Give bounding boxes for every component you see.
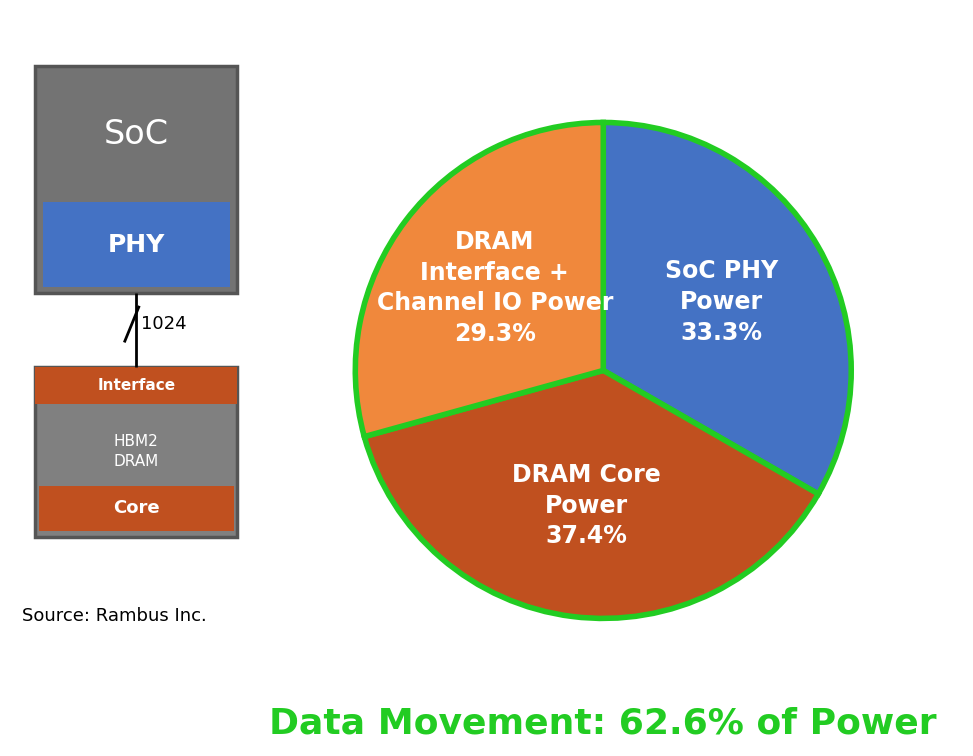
Text: SoC PHY
Power
33.3%: SoC PHY Power 33.3% bbox=[665, 259, 778, 345]
Text: 1024: 1024 bbox=[141, 315, 187, 333]
Bar bbox=[35, 367, 237, 537]
Text: HBM2
DRAM: HBM2 DRAM bbox=[114, 434, 159, 469]
Text: PHY: PHY bbox=[108, 233, 164, 257]
Text: Data Movement: 62.6% of Power: Data Movement: 62.6% of Power bbox=[270, 707, 937, 741]
Bar bbox=[43, 203, 230, 287]
Text: DRAM
Interface +
Channel IO Power
29.3%: DRAM Interface + Channel IO Power 29.3% bbox=[377, 230, 613, 345]
Text: Core: Core bbox=[113, 500, 160, 517]
Text: DRAM Core
Power
37.4%: DRAM Core Power 37.4% bbox=[512, 463, 661, 548]
Bar bbox=[35, 367, 237, 404]
Text: Interface: Interface bbox=[97, 377, 175, 392]
Wedge shape bbox=[355, 122, 603, 437]
Bar bbox=[35, 67, 237, 293]
Wedge shape bbox=[364, 370, 818, 618]
Wedge shape bbox=[603, 122, 851, 494]
Text: Source: Rambus Inc.: Source: Rambus Inc. bbox=[22, 607, 207, 625]
Text: SoC: SoC bbox=[104, 118, 168, 150]
Bar bbox=[39, 485, 234, 531]
